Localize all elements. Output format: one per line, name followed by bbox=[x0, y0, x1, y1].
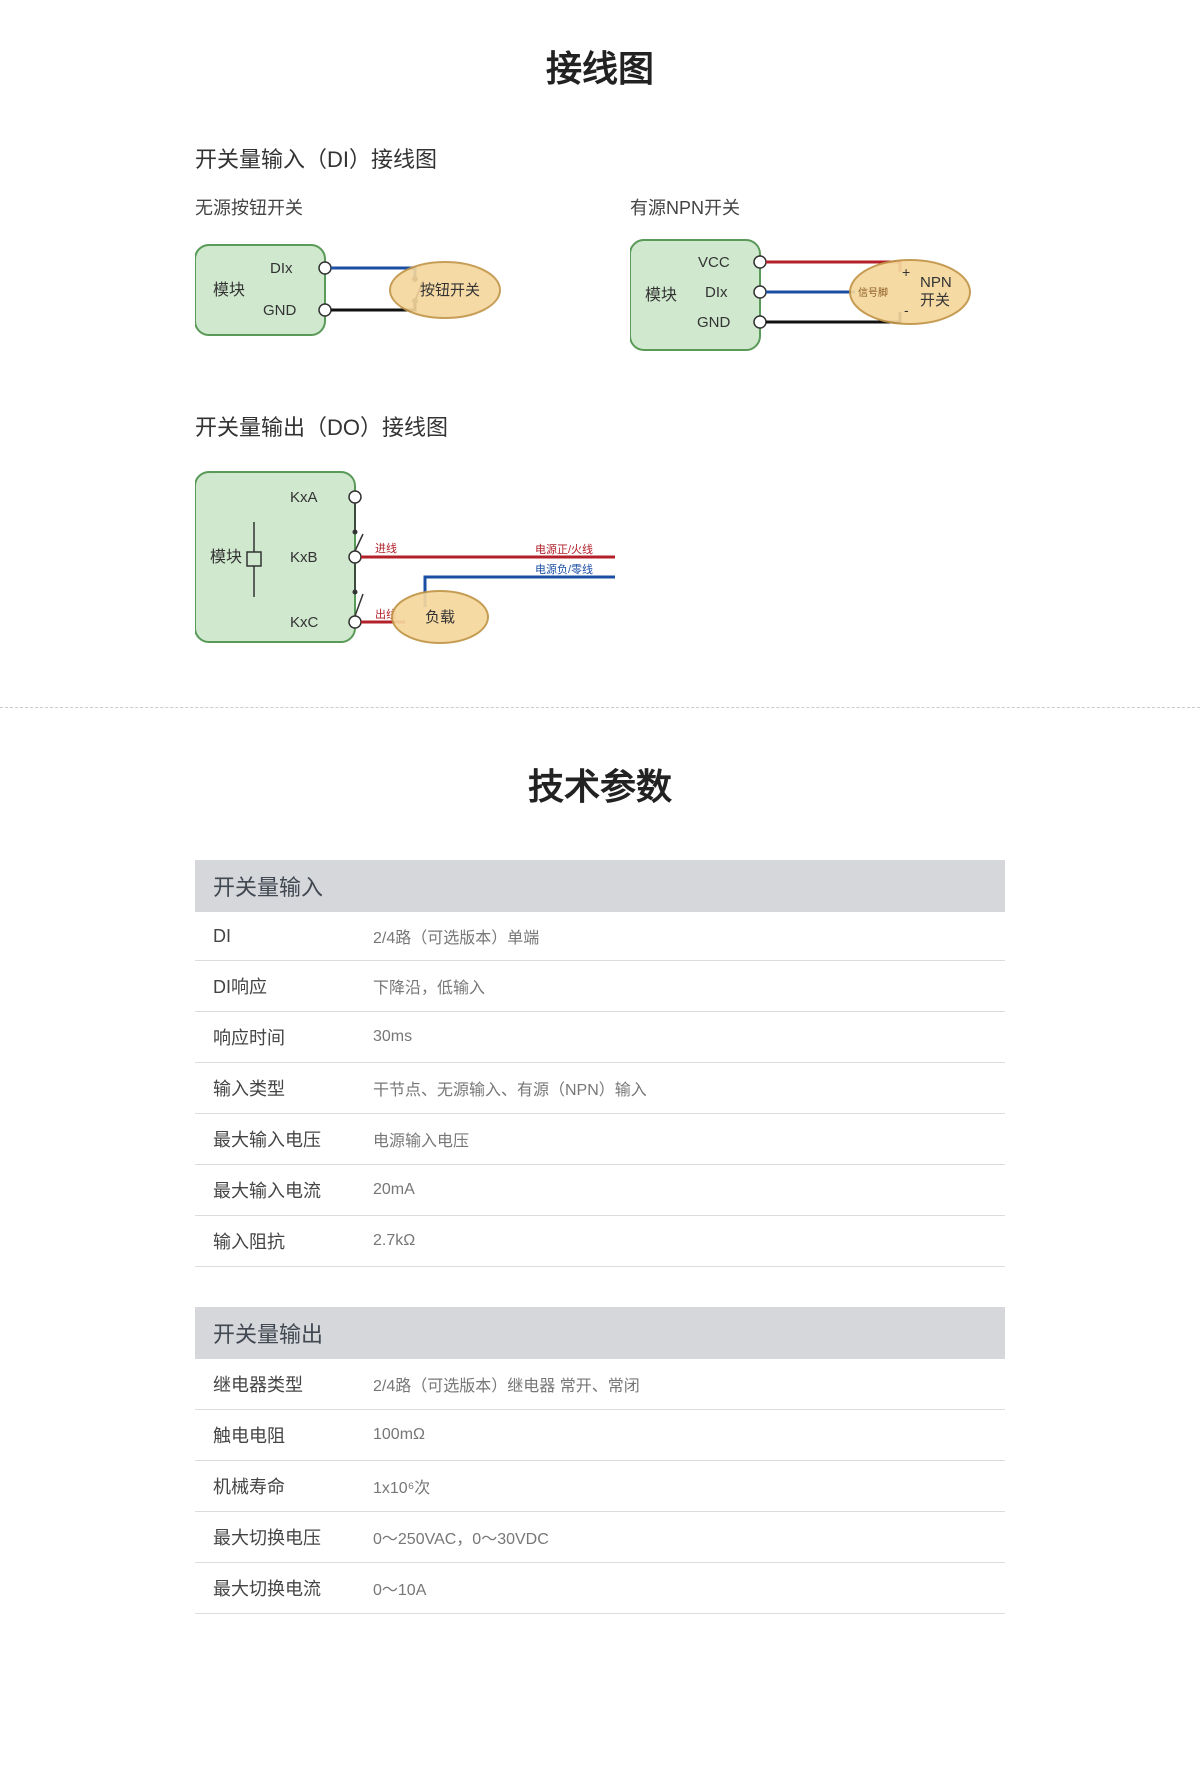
content-wrap: 开关量输入（DI）接线图 无源按钮开关 模块 DIx GND bbox=[195, 142, 1005, 667]
spec-key: 响应时间 bbox=[213, 1024, 373, 1050]
wiring-title: 接线图 bbox=[0, 40, 1200, 92]
spec-key: 最大切换电流 bbox=[213, 1575, 373, 1601]
line-neg: 电源负/零线 bbox=[535, 562, 593, 576]
spec-key: 最大切换电压 bbox=[213, 1524, 373, 1550]
spec-key: 输入阻抗 bbox=[213, 1228, 373, 1254]
spec-row: 输入阻抗2.7kΩ bbox=[195, 1216, 1005, 1267]
page-root: 接线图 开关量输入（DI）接线图 无源按钮开关 模块 DIx GND bbox=[0, 0, 1200, 1714]
npn-svg: 模块 VCC DIx GND + - bbox=[630, 235, 990, 365]
npn-title: 有源NPN开关 bbox=[630, 194, 1005, 220]
spec-val: 干节点、无源输入、有源（NPN）输入 bbox=[373, 1076, 987, 1100]
pin-kxb: KxB bbox=[290, 549, 318, 566]
spec-key: 触电电阻 bbox=[213, 1422, 373, 1448]
module-label-do: 模块 bbox=[210, 548, 242, 566]
spec-key: 继电器类型 bbox=[213, 1371, 373, 1397]
spec-output-table: 继电器类型2/4路（可选版本）继电器 常开、常闭触电电阻100mΩ机械寿命1x1… bbox=[195, 1359, 1005, 1614]
spec-key: DI响应 bbox=[213, 973, 373, 999]
spec-key: 最大输入电压 bbox=[213, 1126, 373, 1152]
spec-row: DI2/4路（可选版本）单端 bbox=[195, 912, 1005, 961]
spec-key: DI bbox=[213, 926, 373, 947]
spec-val: 100mΩ bbox=[373, 1426, 987, 1444]
spec-output-header: 开关量输出 bbox=[195, 1307, 1005, 1359]
spec-row: 最大输入电压电源输入电压 bbox=[195, 1114, 1005, 1165]
do-diagram-row: 模块 KxA KxB KxC bbox=[195, 462, 1005, 667]
spec-val: 2/4路（可选版本）单端 bbox=[373, 924, 987, 948]
spec-row: 最大切换电流0～10A bbox=[195, 1563, 1005, 1614]
spec-val: 下降沿，低输入 bbox=[373, 974, 987, 998]
pin-kxc: KxC bbox=[290, 614, 319, 631]
spec-val: 1x10⁶次 bbox=[373, 1474, 987, 1498]
passive-diagram: 无源按钮开关 模块 DIx GND bbox=[195, 194, 570, 370]
svg-text:开关: 开关 bbox=[920, 292, 950, 309]
line-pos: 电源正/火线 bbox=[535, 542, 593, 556]
pin-gnd2: GND bbox=[697, 314, 731, 331]
device-label-passive: 按钮开关 bbox=[420, 282, 480, 299]
pin-gnd: GND bbox=[263, 302, 297, 319]
spec-val: 30ms bbox=[373, 1028, 987, 1046]
npn-diagram: 有源NPN开关 模块 VCC DIx GND bbox=[630, 194, 1005, 370]
do-diagram: 模块 KxA KxB KxC bbox=[195, 462, 1005, 667]
pin-dix: DIx bbox=[270, 260, 293, 277]
do-svg: 模块 KxA KxB KxC bbox=[195, 462, 675, 662]
passive-svg: 模块 DIx GND bbox=[195, 235, 515, 355]
minus-label: - bbox=[904, 302, 909, 318]
di-section-title: 开关量输入（DI）接线图 bbox=[195, 142, 1005, 174]
spec-row: 响应时间30ms bbox=[195, 1012, 1005, 1063]
spec-output-section: 开关量输出 继电器类型2/4路（可选版本）继电器 常开、常闭触电电阻100mΩ机… bbox=[195, 1307, 1005, 1614]
spec-key: 最大输入电流 bbox=[213, 1177, 373, 1203]
pin-dix2: DIx bbox=[705, 284, 728, 301]
svg-text:NPN: NPN bbox=[920, 274, 952, 291]
module-label-npn: 模块 bbox=[645, 286, 677, 304]
spec-input-section: 开关量输入 DI2/4路（可选版本）单端DI响应下降沿，低输入响应时间30ms输… bbox=[195, 860, 1005, 1267]
spec-input-header: 开关量输入 bbox=[195, 860, 1005, 912]
in-label: 进线 bbox=[375, 541, 397, 555]
spec-row: 输入类型干节点、无源输入、有源（NPN）输入 bbox=[195, 1063, 1005, 1114]
spec-val: 2.7kΩ bbox=[373, 1232, 987, 1250]
spec-val: 0～250VAC，0～30VDC bbox=[373, 1525, 987, 1549]
divider bbox=[0, 707, 1200, 708]
load-label: 负载 bbox=[425, 609, 455, 626]
spec-val: 20mA bbox=[373, 1181, 987, 1199]
spec-val: 0～10A bbox=[373, 1576, 987, 1600]
module-label-passive: 模块 bbox=[213, 281, 245, 299]
spec-content: 开关量输入 DI2/4路（可选版本）单端DI响应下降沿，低输入响应时间30ms输… bbox=[195, 860, 1005, 1614]
pin-kxa: KxA bbox=[290, 489, 318, 506]
spec-row: 继电器类型2/4路（可选版本）继电器 常开、常闭 bbox=[195, 1359, 1005, 1410]
spec-val: 2/4路（可选版本）继电器 常开、常闭 bbox=[373, 1372, 987, 1396]
spec-input-table: DI2/4路（可选版本）单端DI响应下降沿，低输入响应时间30ms输入类型干节点… bbox=[195, 912, 1005, 1267]
spec-row: DI响应下降沿，低输入 bbox=[195, 961, 1005, 1012]
plus-label: + bbox=[902, 264, 910, 280]
di-diagrams-row: 无源按钮开关 模块 DIx GND bbox=[195, 194, 1005, 370]
spec-key: 机械寿命 bbox=[213, 1473, 373, 1499]
pin-vcc: VCC bbox=[698, 254, 730, 271]
spec-key: 输入类型 bbox=[213, 1075, 373, 1101]
spec-val: 电源输入电压 bbox=[373, 1127, 987, 1151]
spec-title: 技术参数 bbox=[0, 758, 1200, 810]
signal-label: 信号脚 bbox=[858, 286, 888, 299]
spec-row: 最大输入电流20mA bbox=[195, 1165, 1005, 1216]
spec-row: 触电电阻100mΩ bbox=[195, 1410, 1005, 1461]
spec-row: 机械寿命1x10⁶次 bbox=[195, 1461, 1005, 1512]
spec-row: 最大切换电压0～250VAC，0～30VDC bbox=[195, 1512, 1005, 1563]
do-section-title: 开关量输出（DO）接线图 bbox=[195, 410, 1005, 442]
passive-title: 无源按钮开关 bbox=[195, 194, 570, 220]
